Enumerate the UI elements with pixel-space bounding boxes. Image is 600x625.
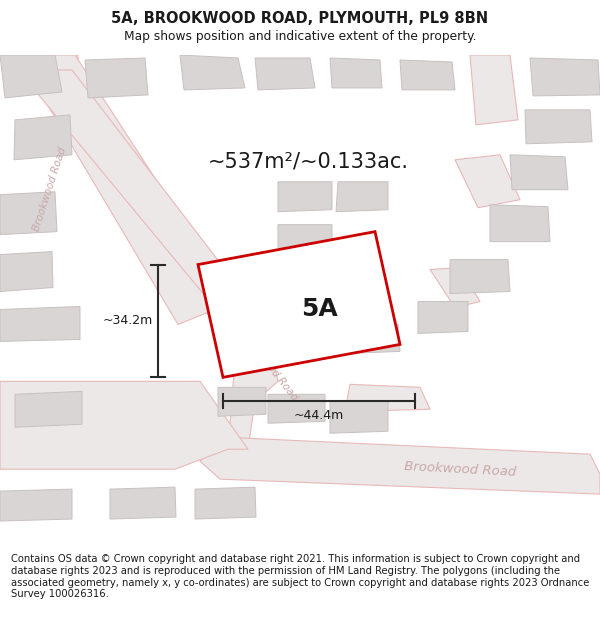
Polygon shape (525, 110, 592, 144)
Polygon shape (85, 58, 148, 98)
Polygon shape (18, 55, 235, 324)
Text: Brookwood Road: Brookwood Road (237, 327, 299, 402)
Polygon shape (0, 55, 62, 98)
Text: Map shows position and indicative extent of the property.: Map shows position and indicative extent… (124, 30, 476, 43)
Text: Brookwood Road: Brookwood Road (404, 460, 517, 479)
Polygon shape (180, 55, 245, 90)
Polygon shape (278, 224, 332, 254)
Polygon shape (0, 252, 53, 291)
Polygon shape (0, 306, 80, 341)
Text: 5A, BROOKWOOD ROAD, PLYMOUTH, PL9 8BN: 5A, BROOKWOOD ROAD, PLYMOUTH, PL9 8BN (112, 11, 488, 26)
Polygon shape (330, 401, 388, 433)
Polygon shape (218, 388, 266, 416)
Polygon shape (200, 438, 600, 494)
Polygon shape (450, 259, 510, 294)
Polygon shape (330, 58, 382, 88)
Polygon shape (30, 55, 235, 318)
Polygon shape (14, 115, 72, 160)
Polygon shape (228, 321, 278, 449)
Polygon shape (350, 324, 400, 353)
Text: ~537m²/~0.133ac.: ~537m²/~0.133ac. (208, 152, 409, 172)
Polygon shape (418, 301, 468, 333)
Polygon shape (278, 182, 332, 212)
Text: ~34.2m: ~34.2m (103, 314, 153, 328)
Polygon shape (195, 487, 256, 519)
Polygon shape (18, 70, 265, 334)
Polygon shape (470, 55, 518, 125)
Polygon shape (255, 58, 315, 90)
Polygon shape (198, 232, 400, 378)
Polygon shape (455, 155, 520, 208)
Polygon shape (510, 155, 568, 190)
Polygon shape (295, 324, 345, 353)
Polygon shape (490, 205, 550, 242)
Polygon shape (336, 182, 388, 212)
Polygon shape (15, 391, 82, 428)
Text: Contains OS data © Crown copyright and database right 2021. This information is : Contains OS data © Crown copyright and d… (11, 554, 589, 599)
Polygon shape (530, 58, 600, 96)
Polygon shape (268, 394, 325, 423)
Text: ~44.4m: ~44.4m (294, 409, 344, 422)
Text: Brookwood Road: Brookwood Road (32, 146, 68, 233)
Polygon shape (400, 60, 455, 90)
Polygon shape (110, 487, 176, 519)
Polygon shape (0, 381, 248, 469)
Text: 5A: 5A (301, 298, 337, 321)
Polygon shape (0, 192, 57, 234)
Polygon shape (345, 384, 430, 411)
Polygon shape (0, 489, 72, 521)
Polygon shape (430, 268, 480, 308)
